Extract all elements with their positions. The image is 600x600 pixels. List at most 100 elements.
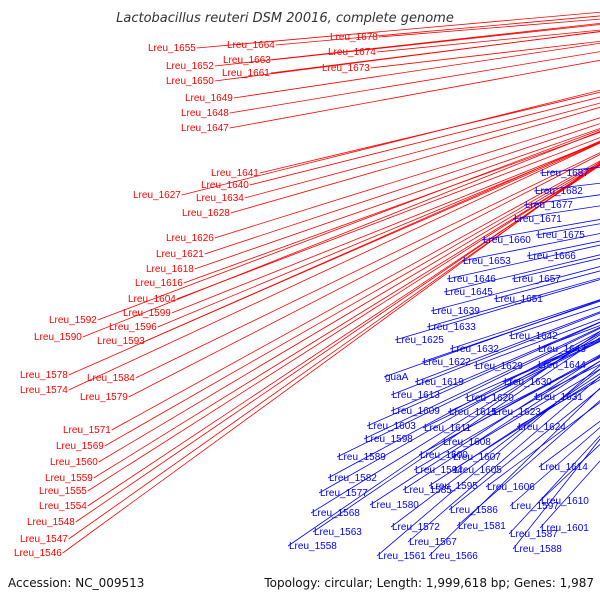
reverse-leader-line — [383, 299, 600, 378]
forward-gene-label: Lreu_1628 — [182, 208, 230, 219]
forward-gene-label: Lreu_1650 — [166, 76, 214, 87]
reverse-leader-line — [407, 375, 600, 543]
reverse-gene-label: Lreu_1629 — [475, 361, 523, 372]
forward-leader-line — [98, 163, 600, 463]
reverse-gene-label: Lreu_1639 — [432, 306, 480, 317]
forward-gene-label: Lreu_1579 — [80, 392, 128, 403]
forward-leader-line — [259, 91, 600, 174]
reverse-gene-label: Lreu_1671 — [514, 214, 562, 225]
reverse-leader-line — [447, 340, 600, 413]
reverse-leader-line — [402, 360, 600, 491]
forward-gene-label: Lreu_1663 — [223, 55, 271, 66]
forward-gene-label: Lreu_1604 — [128, 294, 176, 305]
reverse-gene-label: Lreu_1611 — [424, 423, 472, 434]
reverse-gene-label: Lreu_1582 — [329, 473, 377, 484]
reverse-gene-label: guaA — [385, 372, 409, 383]
forward-leader-line — [68, 162, 600, 540]
forward-gene-label: Lreu_1593 — [97, 336, 145, 347]
forward-gene-label: Lreu_1569 — [56, 441, 104, 452]
reverse-gene-label: Lreu_1607 — [453, 452, 501, 463]
reverse-leader-line — [394, 279, 600, 341]
reverse-gene-label: Lreu_1622 — [423, 357, 471, 368]
forward-gene-label: Lreu_1655 — [148, 43, 196, 54]
forward-gene-label: Lreu_1559 — [45, 473, 93, 484]
forward-leader-line — [233, 42, 600, 99]
reverse-gene-label: Lreu_1623 — [493, 407, 541, 418]
reverse-gene-label: Lreu_1682 — [535, 186, 583, 197]
reverse-leader-line — [376, 365, 600, 557]
forward-leader-line — [135, 152, 600, 379]
reverse-gene-label: Lreu_1598 — [365, 434, 413, 445]
reverse-gene-label: Lreu_1646 — [448, 274, 496, 285]
reverse-gene-label: Lreu_1645 — [445, 287, 493, 298]
reverse-gene-label: Lreu_1586 — [450, 505, 498, 516]
reverse-gene-label: Lreu_1614 — [540, 462, 588, 473]
forward-leader-line — [62, 161, 600, 554]
reverse-gene-label: Lreu_1589 — [338, 452, 386, 463]
reverse-leader-line — [421, 300, 600, 363]
reverse-leader-line — [441, 356, 600, 443]
forward-gene-label: Lreu_1596 — [109, 322, 157, 333]
reverse-gene-label: Lreu_1587 — [510, 529, 558, 540]
forward-gene-label: Lreu_1554 — [39, 501, 87, 512]
reverse-gene-label: Lreu_1558 — [289, 541, 337, 552]
reverse-gene-label: Lreu_1608 — [443, 437, 491, 448]
forward-leader-line — [204, 123, 600, 255]
forward-gene-label: Lreu_1627 — [133, 190, 181, 201]
reverse-gene-label: Lreu_1561 — [378, 551, 426, 562]
reverse-leader-line — [451, 368, 600, 458]
reverse-leader-line — [448, 388, 600, 511]
forward-leader-line — [370, 40, 600, 69]
reverse-gene-label: Lreu_1572 — [392, 522, 440, 533]
reverse-leader-line — [363, 326, 600, 440]
reverse-leader-line — [426, 277, 600, 328]
forward-leader-line — [249, 96, 600, 186]
reverse-leader-line — [414, 311, 600, 383]
forward-leader-line — [229, 59, 600, 129]
reverse-gene-label: Lreu_1630 — [504, 377, 552, 388]
reverse-leader-line — [310, 334, 600, 514]
forward-gene-label: Lreu_1618 — [146, 264, 194, 275]
forward-leader-line — [229, 51, 600, 114]
reverse-leader-line — [369, 355, 600, 506]
forward-leader-line — [194, 128, 600, 270]
forward-gene-label: Lreu_1560 — [50, 457, 98, 468]
reverse-gene-label: Lreu_1566 — [430, 551, 478, 562]
reverse-gene-label: Lreu_1577 — [320, 488, 368, 499]
reverse-gene-label: Lreu_1631 — [535, 392, 583, 403]
forward-leader-line — [75, 163, 600, 523]
reverse-leader-line — [336, 327, 600, 458]
reverse-gene-label: Lreu_1687 — [541, 168, 589, 179]
reverse-gene-label: Lreu_1600 — [420, 450, 468, 461]
reverse-gene-label: Lreu_1677 — [525, 200, 573, 211]
reverse-leader-line — [390, 369, 600, 528]
reverse-gene-label: Lreu_1615 — [449, 407, 497, 418]
reverse-leader-line — [428, 387, 600, 557]
reverse-leader-line — [512, 205, 600, 220]
forward-gene-label: Lreu_1571 — [63, 425, 111, 436]
forward-leader-line — [181, 89, 600, 196]
reverse-leader-line — [318, 332, 600, 494]
map-title: Lactobacillus reuteri DSM 20016, complet… — [116, 11, 454, 26]
forward-gene-label: Lreu_1547 — [20, 534, 68, 545]
reverse-gene-label: Lreu_1595 — [430, 481, 478, 492]
reverse-leader-line — [509, 426, 600, 507]
forward-leader-line — [183, 131, 600, 284]
reverse-leader-line — [422, 341, 600, 429]
forward-gene-label: Lreu_1584 — [87, 373, 135, 384]
forward-gene-label: Lreu_1621 — [156, 249, 204, 260]
reverse-gene-label: Lreu_1643 — [538, 344, 586, 355]
reverse-leader-line — [287, 330, 600, 547]
forward-gene-label: Lreu_1634 — [196, 193, 244, 204]
forward-gene-label: Lreu_1673 — [322, 63, 370, 74]
reverse-gene-label: Lreu_1620 — [466, 393, 514, 404]
reverse-gene-label: Lreu_1644 — [538, 360, 586, 371]
forward-leader-line — [196, 11, 600, 49]
reverse-gene-label: Lreu_1625 — [396, 335, 444, 346]
forward-leader-line — [97, 129, 600, 321]
reverse-gene-label: Lreu_1580 — [371, 500, 419, 511]
forward-gene-label: Lreu_1678 — [330, 32, 378, 43]
reverse-gene-label: Lreu_1632 — [451, 344, 499, 355]
reverse-leader-line — [464, 337, 600, 399]
